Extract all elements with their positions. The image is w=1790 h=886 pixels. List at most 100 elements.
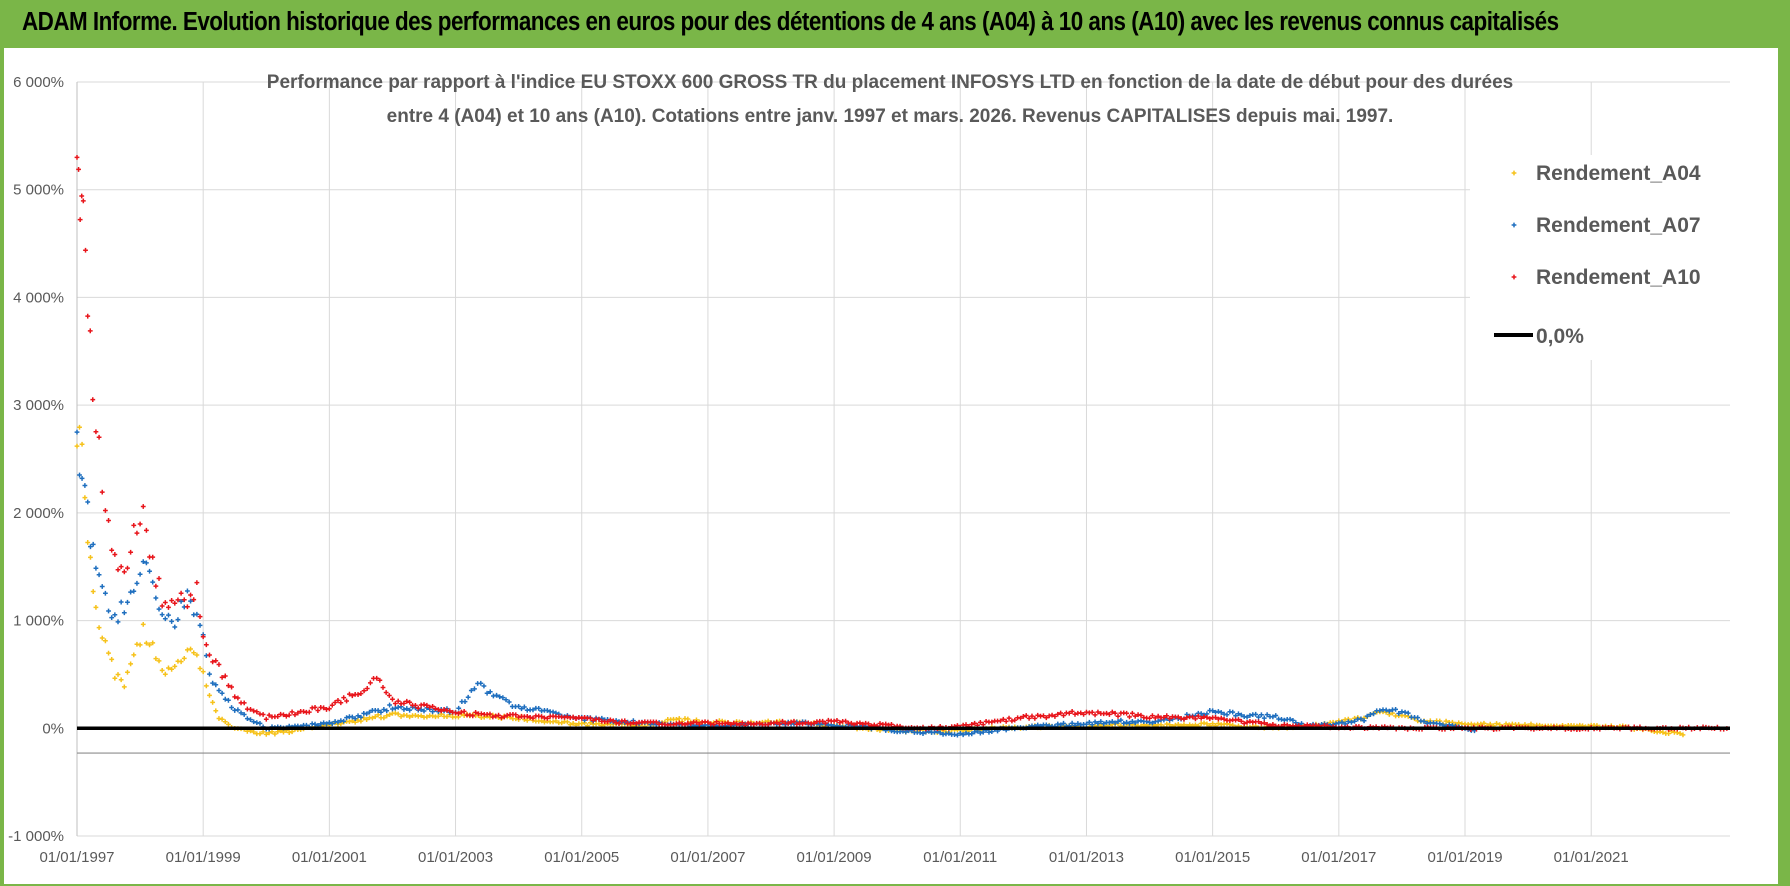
data-point <box>80 198 86 204</box>
data-point <box>344 698 349 704</box>
data-point <box>573 716 579 721</box>
data-point <box>1129 719 1135 724</box>
data-point <box>369 715 375 721</box>
legend: Rendement_A04 Rendement_A07 Rendement_A10 0… <box>1470 155 1730 360</box>
data-point <box>957 730 963 736</box>
data-point <box>1247 718 1253 724</box>
data-point <box>1009 718 1015 724</box>
data-point <box>1244 720 1250 725</box>
data-point <box>1012 717 1018 723</box>
data-point <box>1336 720 1342 726</box>
data-point <box>85 499 91 505</box>
data-point <box>1677 731 1683 736</box>
data-point <box>172 624 178 630</box>
data-point <box>112 612 118 618</box>
data-point <box>963 730 969 736</box>
data-point <box>384 708 390 714</box>
data-point <box>1155 718 1161 724</box>
data-point <box>1270 721 1276 727</box>
data-point <box>1167 716 1173 721</box>
data-point <box>358 714 364 720</box>
data-point <box>676 720 682 726</box>
data-point <box>286 730 292 735</box>
data-point <box>197 622 203 628</box>
data-point <box>106 650 111 656</box>
data-point <box>444 714 450 720</box>
data-point <box>229 684 234 690</box>
data-point <box>969 731 975 737</box>
data-point <box>1069 720 1075 726</box>
header-bar: ADAM Informe. Evolution historique des p… <box>0 0 1790 48</box>
data-point <box>404 698 410 704</box>
data-point <box>1204 721 1210 727</box>
data-point <box>1511 222 1517 228</box>
data-point <box>1345 719 1351 725</box>
data-point <box>500 695 506 701</box>
data-point <box>550 719 556 725</box>
data-point <box>162 616 168 622</box>
data-point <box>1164 721 1170 727</box>
data-point <box>85 540 91 545</box>
legend-label-rendement-a07: Rendement_A07 <box>1536 214 1701 237</box>
data-point <box>251 719 257 725</box>
data-point <box>1061 713 1066 718</box>
data-point <box>185 588 190 594</box>
series-rendement-a04 <box>74 424 1686 738</box>
data-point <box>1092 712 1098 718</box>
data-point <box>401 700 407 706</box>
data-point <box>1666 731 1672 736</box>
data-point <box>418 713 424 719</box>
data-point <box>1290 717 1296 723</box>
data-point <box>169 666 175 672</box>
data-point <box>1233 713 1238 719</box>
data-point <box>1468 721 1474 727</box>
data-point <box>392 710 398 716</box>
data-point <box>1256 719 1261 725</box>
data-point <box>977 719 983 725</box>
data-point <box>392 701 398 706</box>
data-point <box>112 552 118 557</box>
data-point <box>1043 722 1049 728</box>
data-point <box>506 699 512 705</box>
data-point <box>395 711 401 717</box>
data-point <box>76 167 81 172</box>
data-point <box>1437 721 1443 727</box>
data-point <box>241 712 247 717</box>
data-point <box>181 656 187 661</box>
data-point <box>326 706 332 712</box>
data-point <box>421 702 427 707</box>
data-point <box>1264 712 1270 718</box>
data-point <box>374 675 380 681</box>
data-point <box>216 662 222 667</box>
data-point <box>972 720 978 726</box>
data-point <box>387 712 392 718</box>
data-point <box>694 720 699 725</box>
data-point <box>377 677 383 683</box>
data-point <box>633 721 639 726</box>
data-point <box>404 706 410 711</box>
data-point <box>1089 709 1095 715</box>
data-point <box>1158 722 1164 728</box>
data-point <box>1511 170 1517 176</box>
data-point <box>470 713 476 719</box>
data-point <box>1164 713 1170 719</box>
data-point <box>213 658 219 664</box>
data-point <box>791 718 797 724</box>
data-point <box>292 712 298 718</box>
data-point <box>355 717 361 723</box>
data-point <box>226 721 231 727</box>
data-point <box>513 712 519 718</box>
data-point <box>530 707 536 713</box>
data-point <box>341 695 347 701</box>
data-point <box>401 707 407 712</box>
data-point <box>1256 714 1261 720</box>
data-point <box>1109 709 1115 715</box>
data-point <box>1072 711 1078 717</box>
data-point <box>188 592 193 598</box>
data-point <box>315 708 321 713</box>
data-point <box>1415 715 1421 721</box>
data-point <box>128 549 134 555</box>
data-point <box>1035 712 1041 718</box>
data-point <box>106 518 111 523</box>
data-point <box>238 710 244 716</box>
